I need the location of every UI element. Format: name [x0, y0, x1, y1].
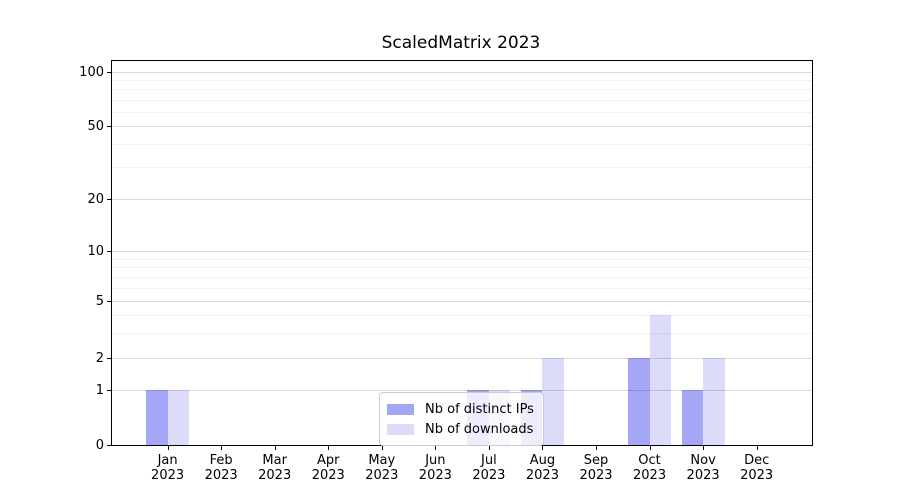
x-tick-mark — [381, 446, 383, 450]
x-tick-label: Apr 2023 — [298, 453, 358, 483]
gridline-minor — [112, 332, 812, 334]
x-tick-mark — [221, 446, 223, 450]
chart-title: ScaledMatrix 2023 — [381, 33, 541, 53]
x-tick-label: Jul 2023 — [459, 453, 519, 483]
gridline-major — [112, 72, 812, 73]
x-tick-year: 2023 — [204, 468, 238, 483]
y-tick-label: 0 — [95, 438, 104, 453]
x-tick-year: 2023 — [418, 468, 452, 483]
x-tick-month: May — [368, 453, 396, 468]
x-tick-label: Dec 2023 — [727, 453, 787, 483]
gridline-major — [112, 199, 812, 200]
x-tick-month: Jul — [481, 453, 497, 468]
x-tick-month: Apr — [317, 453, 340, 468]
gridline-minor — [112, 89, 812, 91]
x-tick-year: 2023 — [633, 468, 667, 483]
x-tick-label: Mar 2023 — [245, 453, 305, 483]
gridline-major — [112, 126, 812, 127]
x-tick-month: Feb — [209, 453, 233, 468]
gridline-major — [112, 251, 812, 252]
legend-swatch-icon — [387, 403, 414, 415]
legend-swatch-icon — [387, 423, 414, 435]
gridline-minor — [112, 80, 812, 82]
gridline-minor — [112, 166, 812, 168]
x-tick-mark — [435, 446, 437, 450]
x-tick-label: Nov 2023 — [673, 453, 733, 483]
x-tick-label: Feb 2023 — [191, 453, 251, 483]
gridline-minor — [112, 143, 812, 145]
y-tick-label: 5 — [95, 294, 104, 309]
y-tick-mark — [107, 126, 111, 127]
x-tick-year: 2023 — [525, 468, 559, 483]
bar-distinct-ips — [681, 389, 704, 445]
legend-label: Nb of distinct IPs — [425, 401, 534, 417]
x-tick-label: Sep 2023 — [566, 453, 626, 483]
legend-item: Nb of distinct IPs — [387, 399, 534, 419]
gridline-major — [112, 301, 812, 302]
x-tick-mark — [274, 446, 276, 450]
gridline-minor — [112, 314, 812, 316]
x-tick-year: 2023 — [579, 468, 613, 483]
x-tick-month: Oct — [638, 453, 661, 468]
bar-downloads — [542, 358, 564, 445]
gridline-minor — [112, 276, 812, 278]
x-tick-year: 2023 — [686, 468, 720, 483]
x-tick-mark — [488, 446, 490, 450]
x-tick-year: 2023 — [258, 468, 292, 483]
x-tick-label: Jan 2023 — [138, 453, 198, 483]
bar-downloads — [703, 358, 725, 445]
y-tick-label: 1 — [95, 382, 104, 398]
x-tick-month: Dec — [744, 453, 770, 468]
x-tick-year: 2023 — [365, 468, 399, 483]
legend-items: Nb of distinct IPs Nb of downloads — [387, 399, 534, 439]
y-tick-label: 100 — [79, 65, 104, 80]
x-tick-label: May 2023 — [352, 453, 412, 483]
y-tick-label: 50 — [87, 119, 104, 134]
bar-distinct-ips — [146, 389, 168, 445]
x-tick-month: Jan — [157, 453, 178, 468]
x-tick-month: Mar — [262, 453, 287, 468]
bar-downloads — [649, 314, 672, 445]
x-tick-mark — [756, 446, 758, 450]
y-tick-mark — [107, 199, 111, 200]
legend-label: Nb of downloads — [425, 421, 534, 437]
y-tick-label: 20 — [87, 192, 104, 207]
x-tick-mark — [703, 446, 705, 450]
bar-distinct-ips — [628, 358, 650, 445]
x-tick-month: Jun — [425, 453, 446, 468]
x-tick-mark — [328, 446, 330, 450]
gridline-minor — [112, 267, 812, 269]
gridline-minor — [112, 99, 812, 101]
y-tick-label: 10 — [87, 244, 104, 259]
legend-item: Nb of downloads — [387, 419, 534, 439]
y-tick-mark — [107, 72, 111, 73]
x-tick-mark — [542, 446, 544, 450]
legend: Nb of distinct IPs Nb of downloads — [379, 392, 544, 446]
y-tick-mark — [107, 358, 111, 359]
x-tick-month: Sep — [583, 453, 609, 468]
x-tick-year: 2023 — [472, 468, 506, 483]
x-tick-month: Nov — [690, 453, 716, 468]
gridline-minor — [112, 287, 812, 289]
gridline-minor — [112, 111, 812, 113]
x-tick-year: 2023 — [311, 468, 345, 483]
y-tick-mark — [107, 445, 111, 446]
y-tick-label: 2 — [95, 351, 104, 366]
x-tick-year: 2023 — [740, 468, 774, 483]
x-tick-label: Aug 2023 — [512, 453, 572, 483]
plot-area: 0 1 2 5 10 20 50 100 Jan 2023 Feb 2023 Mar 2023 Apr 20… — [79, 60, 813, 483]
gridline-minor — [112, 258, 812, 260]
x-tick-mark — [596, 446, 597, 450]
y-tick-mark — [107, 389, 111, 391]
x-tick-year: 2023 — [151, 468, 185, 483]
x-tick-label: Oct 2023 — [620, 453, 680, 483]
x-tick-mark — [649, 446, 651, 450]
x-tick-month: Aug — [529, 453, 556, 468]
x-tick-mark — [167, 446, 169, 450]
y-tick-mark — [107, 251, 111, 252]
x-tick-label: Jun 2023 — [405, 453, 465, 483]
bar-downloads — [167, 389, 190, 445]
y-tick-mark — [107, 301, 111, 302]
